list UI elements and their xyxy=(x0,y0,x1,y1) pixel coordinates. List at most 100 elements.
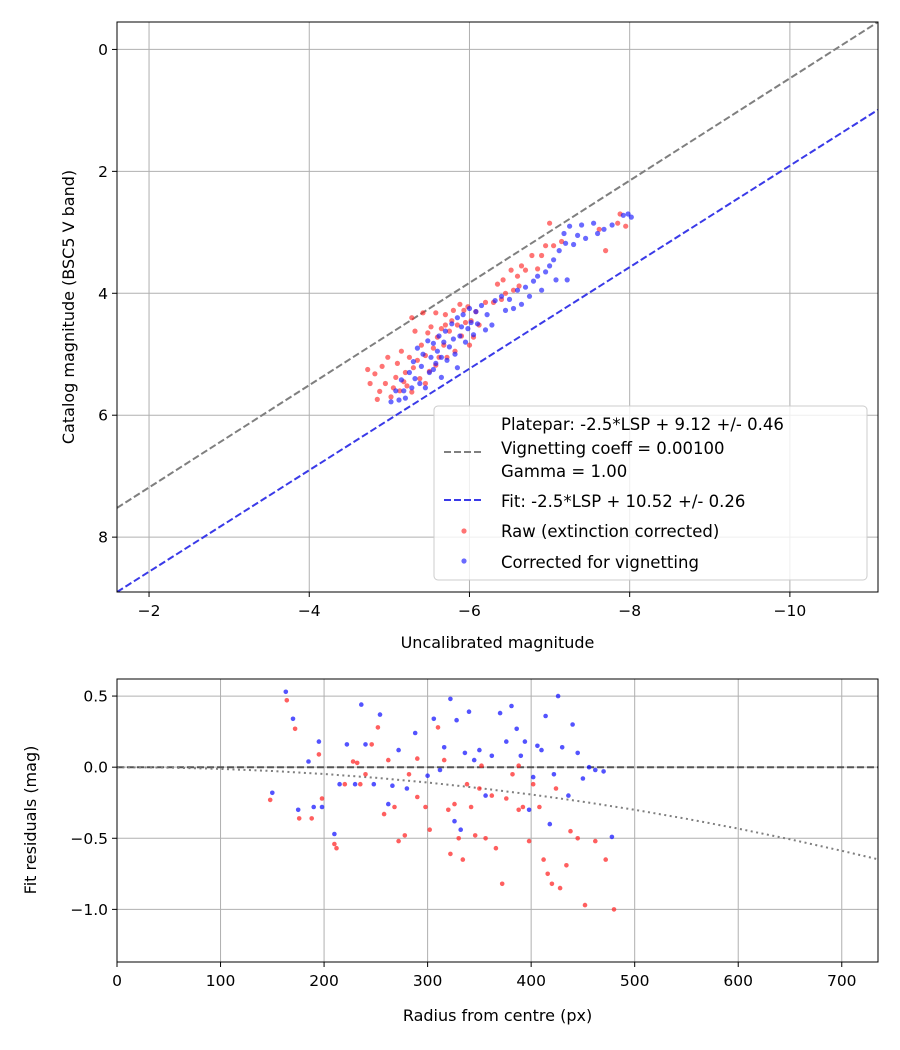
bottom-point-corrected-for-vignetting xyxy=(311,804,317,810)
top-point-corrected-for-vignetting xyxy=(482,327,489,333)
top-point-corrected-for-vignetting xyxy=(434,348,440,354)
legend-raw-marker xyxy=(461,528,467,534)
top-point-raw-extinction-corrected xyxy=(514,273,521,279)
top-point-raw-extinction-corrected xyxy=(529,252,535,259)
bottom-point-corrected-for-vignetting xyxy=(363,742,368,747)
top-point-corrected-for-vignetting xyxy=(418,363,424,369)
legend-platepar-label: Platepar: -2.5*LSP + 9.12 +/- 0.46 xyxy=(501,415,784,434)
top-point-corrected-for-vignetting xyxy=(450,336,456,342)
top-point-raw-extinction-corrected xyxy=(367,380,373,387)
bottom-point-raw-extinction-corrected xyxy=(489,793,495,798)
top-point-corrected-for-vignetting xyxy=(436,333,442,339)
bottom-point-corrected-for-vignetting xyxy=(559,745,565,750)
top-platepar-line xyxy=(117,22,878,509)
top-point-raw-extinction-corrected xyxy=(461,307,467,313)
top-y-tick-label: 6 xyxy=(98,407,108,425)
top-point-corrected-for-vignetting xyxy=(401,388,407,394)
top-point-raw-extinction-corrected xyxy=(522,267,529,273)
bottom-point-raw-extinction-corrected xyxy=(350,759,356,764)
top-point-raw-extinction-corrected xyxy=(398,348,404,354)
bottom-x-tick-label: 200 xyxy=(309,972,339,990)
bottom-point-raw-extinction-corrected xyxy=(267,797,273,803)
top-point-raw-extinction-corrected xyxy=(397,388,403,394)
bottom-point-corrected-for-vignetting xyxy=(404,786,410,791)
top-point-raw-extinction-corrected xyxy=(462,319,469,326)
top-point-raw-extinction-corrected xyxy=(551,243,557,249)
bottom-point-corrected-for-vignetting xyxy=(514,726,519,732)
top-point-corrected-for-vignetting xyxy=(522,284,529,290)
bottom-point-corrected-for-vignetting xyxy=(555,693,561,699)
top-point-corrected-for-vignetting xyxy=(473,309,479,315)
top-point-raw-extinction-corrected xyxy=(382,380,388,387)
bottom-point-corrected-for-vignetting xyxy=(283,689,289,695)
bottom-point-corrected-for-vignetting xyxy=(477,747,482,753)
bottom-chart: 0 100 200 300 400 500 600 700 0.5 0.0 −0.5 −1.0 Rad… xyxy=(21,678,879,1025)
top-point-raw-extinction-corrected xyxy=(510,287,517,293)
bottom-point-corrected-for-vignetting xyxy=(441,745,447,750)
bottom-point-raw-extinction-corrected xyxy=(396,838,401,844)
top-point-corrected-for-vignetting xyxy=(518,301,525,307)
top-point-raw-extinction-corrected xyxy=(466,342,473,348)
top-point-corrected-for-vignetting xyxy=(428,354,434,360)
bottom-point-raw-extinction-corrected xyxy=(381,811,387,817)
top-point-raw-extinction-corrected xyxy=(385,354,391,360)
top-point-raw-extinction-corrected xyxy=(543,243,549,249)
top-point-corrected-for-vignetting xyxy=(462,339,469,345)
bottom-x-tick-label: 300 xyxy=(413,972,443,990)
top-point-corrected-for-vignetting xyxy=(628,214,634,220)
top-x-tick-label: −2 xyxy=(138,602,161,620)
top-point-corrected-for-vignetting xyxy=(410,359,416,365)
top-x-tick-label: −10 xyxy=(774,602,807,620)
bottom-x-tick-label: 700 xyxy=(827,972,857,990)
top-point-corrected-for-vignetting xyxy=(412,376,418,382)
top-point-corrected-for-vignetting xyxy=(514,287,521,293)
top-point-corrected-for-vignetting xyxy=(466,305,473,312)
top-point-corrected-for-vignetting xyxy=(417,380,423,387)
top-point-raw-extinction-corrected xyxy=(388,394,394,400)
top-point-corrected-for-vignetting xyxy=(498,293,505,299)
top-point-corrected-for-vignetting xyxy=(426,369,432,376)
bottom-point-raw-extinction-corrected xyxy=(452,801,457,807)
top-point-corrected-for-vignetting xyxy=(539,287,545,293)
bottom-point-corrected-for-vignetting xyxy=(551,772,557,777)
bottom-point-raw-extinction-corrected xyxy=(603,857,608,862)
bottom-point-raw-extinction-corrected xyxy=(593,838,598,844)
top-point-raw-extinction-corrected xyxy=(500,277,506,283)
bottom-x-tick-label: 600 xyxy=(723,972,753,990)
top-point-corrected-for-vignetting xyxy=(492,298,498,304)
bottom-point-raw-extinction-corrected xyxy=(510,772,515,777)
bottom-point-raw-extinction-corrected xyxy=(441,757,447,763)
top-point-corrected-for-vignetting xyxy=(441,339,447,345)
top-y-axis-label: Catalog magnitude (BSC5 V band) xyxy=(59,170,78,444)
bottom-point-corrected-for-vignetting xyxy=(454,717,459,723)
bottom-point-raw-extinction-corrected xyxy=(284,698,290,703)
top-point-corrected-for-vignetting xyxy=(388,399,394,405)
top-point-corrected-for-vignetting xyxy=(425,338,431,344)
top-point-corrected-for-vignetting xyxy=(438,354,444,360)
top-point-raw-extinction-corrected xyxy=(623,223,629,229)
legend-gamma-label: Gamma = 1.00 xyxy=(501,462,627,481)
top-point-corrected-for-vignetting xyxy=(454,315,460,321)
bottom-point-raw-extinction-corrected xyxy=(545,871,550,877)
bottom-point-corrected-for-vignetting xyxy=(371,781,377,787)
bottom-point-raw-extinction-corrected xyxy=(309,816,315,821)
legend-corrected-marker xyxy=(461,558,467,564)
top-point-raw-extinction-corrected xyxy=(425,330,431,336)
top-x-tick-label: −6 xyxy=(458,602,481,620)
bottom-point-raw-extinction-corrected xyxy=(334,845,339,851)
bottom-point-corrected-for-vignetting xyxy=(526,807,532,813)
top-point-corrected-for-vignetting xyxy=(474,321,481,327)
top-point-corrected-for-vignetting xyxy=(452,351,458,357)
top-point-corrected-for-vignetting xyxy=(420,351,426,357)
top-point-corrected-for-vignetting xyxy=(543,269,549,275)
bottom-point-raw-extinction-corrected xyxy=(553,786,559,791)
bottom-point-raw-extinction-corrected xyxy=(332,841,337,847)
top-point-raw-extinction-corrected xyxy=(365,366,371,373)
top-point-corrected-for-vignetting xyxy=(458,324,465,330)
top-point-raw-extinction-corrected xyxy=(446,328,452,334)
top-point-corrected-for-vignetting xyxy=(406,369,412,376)
bottom-point-raw-extinction-corrected xyxy=(448,851,453,857)
top-point-corrected-for-vignetting xyxy=(393,388,399,394)
bottom-point-raw-extinction-corrected xyxy=(472,833,478,838)
